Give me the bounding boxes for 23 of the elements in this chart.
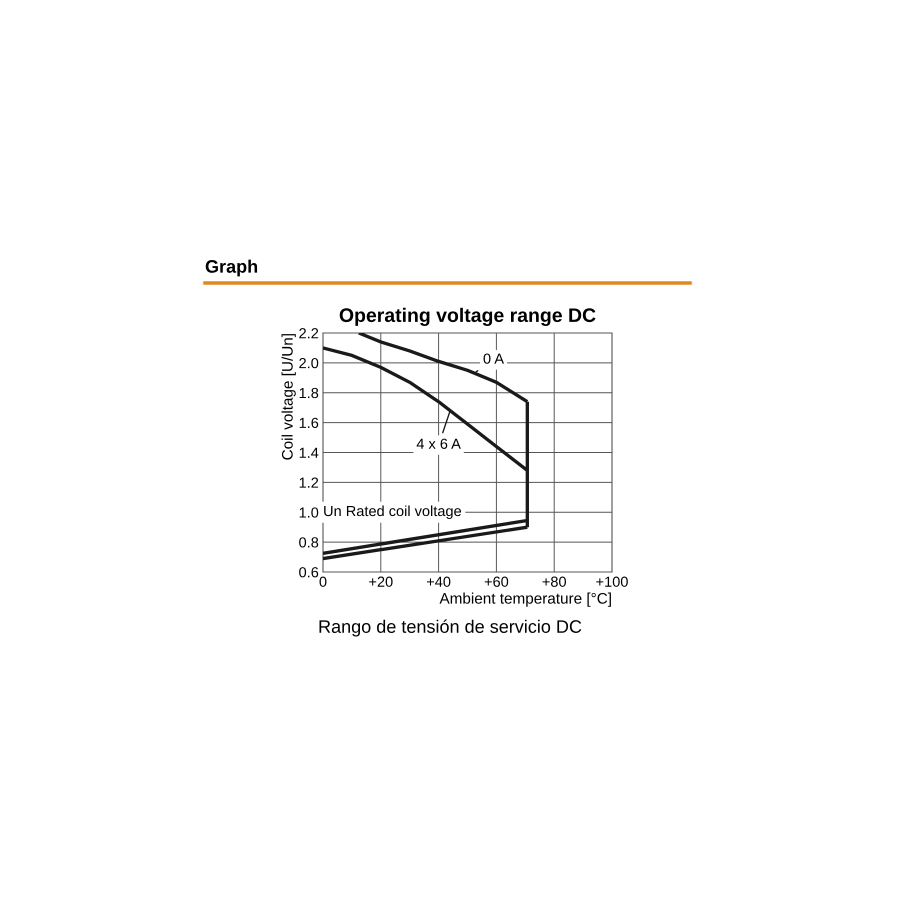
x-tick-label: +60 <box>484 576 508 587</box>
y-tick-label: 1.0 <box>300 507 318 518</box>
y-axis-title: Coil voltage [U/Un] <box>282 334 296 460</box>
x-tick-label: +100 <box>596 576 628 587</box>
y-tick-label: 1.6 <box>300 418 318 428</box>
y-tick-label: 1.4 <box>300 448 318 458</box>
annotation: Un Rated coil voltage <box>324 505 462 520</box>
annotation: 0 A <box>484 353 504 364</box>
text: Graph <box>206 260 258 276</box>
text: Rango de tensión de servicio DC <box>320 619 582 637</box>
x-tick-label: 0 <box>320 576 326 587</box>
x-tick-label: +40 <box>426 576 450 587</box>
x-tick-label: +80 <box>542 576 566 587</box>
y-tick-label: 1.8 <box>300 388 318 398</box>
y-tick-label: 1.2 <box>300 477 318 488</box>
y-tick-label: 2.2 <box>299 328 318 338</box>
y-tick-label: 0.8 <box>299 537 318 548</box>
x-tick-label: +20 <box>369 576 393 587</box>
x-axis-title: Ambient temperature [°C] <box>440 592 611 607</box>
y-tick-label: 0.6 <box>299 567 318 578</box>
annotation: 4 x 6 A <box>416 438 461 449</box>
chart-title: Operating voltage range DC <box>340 308 596 326</box>
y-tick-label: 2.0 <box>299 358 318 368</box>
